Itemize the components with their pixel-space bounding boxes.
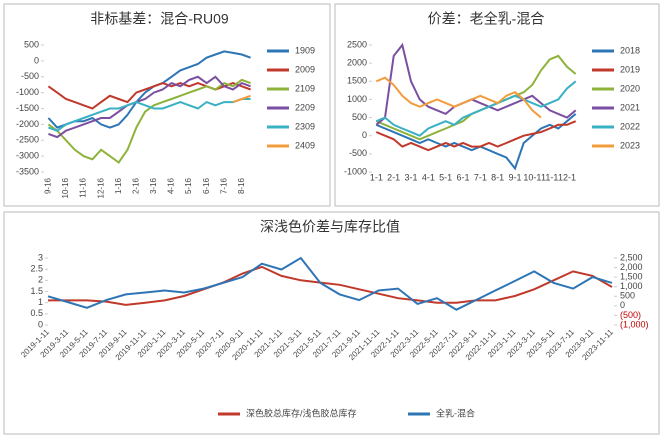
y-tick-label: -1500	[16, 103, 39, 113]
series-line	[375, 120, 577, 152]
legend-label: 2022	[620, 121, 640, 131]
y-tick-label: 2500	[347, 39, 367, 49]
x-tick-label: 6-16	[202, 177, 211, 194]
x-tick-label: 10-16	[61, 177, 70, 198]
legend-label: 2309	[295, 121, 315, 131]
x-tick-label: 2-1	[387, 172, 400, 182]
y-tick-label: 500	[352, 112, 367, 122]
x-tick-label: 1-16	[114, 177, 123, 194]
y-tick-label: -500	[349, 148, 367, 158]
legend-label: 深色胶总库存/浅色胶总库存	[246, 407, 357, 418]
y-tick-label: -500	[21, 71, 39, 81]
x-tick-label: 3-16	[149, 177, 158, 194]
y2-tick-label: 500	[620, 291, 635, 301]
legend-label: 2020	[620, 83, 640, 93]
panel	[3, 211, 660, 435]
chart-title: 非标基差：混合-RU09	[90, 11, 229, 27]
x-tick-label: 6-1	[456, 172, 469, 182]
legend-label: 2021	[620, 102, 640, 112]
x-tick-label: 9-16	[44, 177, 53, 194]
panel	[3, 3, 331, 207]
legend-label: 2109	[295, 83, 315, 93]
y-tick-label: -2000	[16, 119, 39, 129]
chart-title: 深浅色价差与库存比值	[260, 219, 400, 235]
legend-label: 2209	[295, 102, 315, 112]
y2-tick-label: 2,500	[620, 252, 643, 262]
y-tick-label: 3	[38, 252, 43, 262]
y-tick-label: 1000	[347, 94, 367, 104]
legend-label: 2018	[620, 45, 640, 55]
series-line	[375, 80, 577, 137]
x-tick-label: 5-16	[184, 177, 193, 194]
x-tick-label: 11-1	[541, 172, 558, 182]
series-line	[48, 75, 251, 139]
y-tick-label: -3500	[16, 166, 39, 176]
x-tick-label: 12-1	[558, 172, 576, 182]
series-line	[48, 265, 613, 306]
legend-label: 全乳-混合	[436, 407, 475, 418]
y-tick-label: -1000	[344, 166, 367, 176]
series-line	[375, 76, 542, 119]
x-tick-label: 5-1	[439, 172, 452, 182]
y2-tick-label: (500)	[620, 310, 641, 320]
x-tick-label: 9-1	[508, 172, 521, 182]
x-tick-label: 12-16	[96, 177, 105, 198]
x-tick-label: 7-1	[474, 172, 487, 182]
x-tick-label: 8-16	[237, 177, 246, 194]
y2-tick-label: 1,000	[620, 281, 643, 291]
y-tick-label: 2000	[347, 58, 367, 68]
y-tick-label: -2500	[16, 135, 39, 145]
x-tick-label: 3-1	[404, 172, 417, 182]
legend-label: 2019	[620, 64, 640, 74]
x-tick-label: 4-16	[167, 177, 176, 194]
series-line	[375, 113, 577, 171]
x-tick-label: 2-16	[131, 177, 140, 194]
legend-label: 1909	[295, 45, 315, 55]
y-tick-label: 1	[38, 297, 43, 307]
y-tick-label: -3000	[16, 151, 39, 161]
series-line	[375, 42, 577, 126]
series-line	[47, 256, 613, 311]
y-tick-label: 500	[24, 39, 39, 49]
series-line	[48, 98, 251, 132]
y-tick-label: -1000	[16, 87, 39, 97]
y-tick-label: 1500	[347, 76, 367, 86]
y-tick-label: 0	[362, 130, 367, 140]
legend-label: 2409	[295, 140, 315, 150]
series-line	[232, 94, 251, 104]
x-tick-label: 7-16	[219, 177, 228, 194]
series-line	[47, 78, 251, 164]
y-tick-label: 0	[38, 319, 43, 329]
x-tick-label: 10-1	[523, 172, 541, 182]
chart-title: 价差：老全乳-混合	[428, 11, 545, 27]
y2-tick-label: (1,000)	[620, 319, 649, 329]
legend-label: 2023	[620, 140, 640, 150]
y-tick-label: 0	[34, 55, 39, 65]
series-line	[47, 50, 251, 129]
y-tick-label: 0.5	[30, 308, 43, 318]
y2-tick-label: 0	[620, 300, 625, 310]
x-tick-label: 11-16	[79, 177, 88, 197]
y-tick-label: 2.5	[30, 264, 43, 274]
legend-label: 2009	[295, 64, 315, 74]
panel	[334, 3, 660, 207]
x-tick-label: 8-1	[491, 172, 504, 182]
x-tick-label: 4-1	[422, 172, 435, 182]
y-tick-label: 2	[38, 275, 43, 285]
y2-tick-label: 2,000	[620, 262, 643, 272]
y-tick-label: 1.5	[30, 286, 43, 296]
y2-tick-label: 1,500	[620, 272, 643, 282]
x-tick-label: 1-1	[370, 172, 383, 182]
